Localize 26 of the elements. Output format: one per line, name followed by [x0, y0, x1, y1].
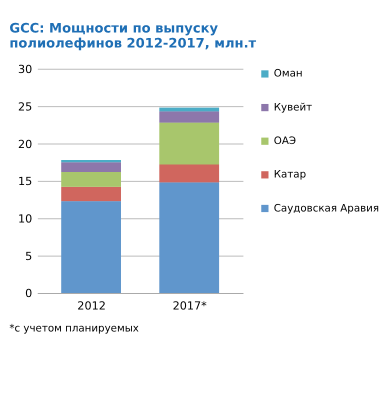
- bar: [61, 172, 121, 187]
- y-tick-label: 15: [18, 175, 32, 188]
- bar: [159, 164, 220, 182]
- legend-label: Саудовская Аравия: [274, 202, 380, 214]
- y-tick-label: 5: [25, 250, 32, 263]
- legend-label: Кувейт: [274, 101, 312, 114]
- x-tick-label: 2012: [77, 299, 106, 312]
- bar: [159, 111, 220, 123]
- legend-label: Катар: [274, 168, 306, 181]
- bar: [61, 160, 121, 162]
- bar: [159, 182, 220, 294]
- bar: [61, 201, 121, 294]
- bar: [61, 162, 121, 172]
- x-tick-label: 2017*: [172, 299, 208, 312]
- y-tick-label: 30: [18, 63, 32, 76]
- bar: [159, 122, 220, 164]
- chart-title: GCC: Мощности по выпуску полиолефинов 2012-2017, млн.т: [9, 21, 257, 52]
- legend-label: Оман: [274, 68, 303, 80]
- text: *с учетом планируемых: [9, 322, 139, 334]
- y-tick-label: 10: [18, 212, 32, 226]
- bar: [159, 108, 220, 112]
- bar: [61, 186, 121, 202]
- y-tick-label: 20: [18, 138, 32, 151]
- y-tick-label: 25: [18, 100, 32, 114]
- legend-label: ОАЭ: [274, 135, 296, 148]
- y-tick-label: 0: [25, 287, 32, 300]
